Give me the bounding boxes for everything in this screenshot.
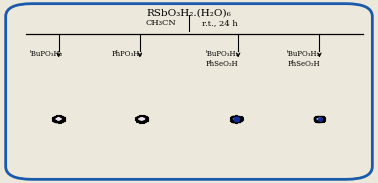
Polygon shape [139,118,141,119]
Polygon shape [141,117,143,118]
Text: ᵗBuPO₃H₂
PhSeO₂H: ᵗBuPO₃H₂ PhSeO₂H [287,50,321,68]
Polygon shape [138,118,140,119]
Polygon shape [139,119,141,120]
Polygon shape [57,118,59,119]
Polygon shape [319,119,321,120]
Polygon shape [141,117,143,118]
Polygon shape [58,119,60,120]
Polygon shape [318,119,319,120]
Polygon shape [235,118,238,119]
Polygon shape [237,119,238,120]
Polygon shape [319,117,320,118]
Polygon shape [143,118,145,119]
Polygon shape [57,118,60,119]
Polygon shape [235,117,237,118]
Text: CH₃CN: CH₃CN [145,19,176,27]
Polygon shape [60,119,61,120]
Polygon shape [140,119,143,121]
Text: PhPO₃H₂: PhPO₃H₂ [112,50,143,58]
Polygon shape [234,119,237,120]
Polygon shape [56,118,57,119]
Polygon shape [57,119,60,120]
Polygon shape [143,119,145,120]
Polygon shape [141,119,143,120]
Polygon shape [318,118,321,119]
Text: ᵗBuPO₃H₂: ᵗBuPO₃H₂ [30,50,64,58]
Polygon shape [237,118,239,119]
Text: r.t., 24 h: r.t., 24 h [202,19,238,27]
Polygon shape [57,119,59,120]
Polygon shape [59,118,61,119]
Polygon shape [142,118,144,119]
Polygon shape [144,118,145,119]
Polygon shape [236,119,239,120]
Polygon shape [142,118,144,119]
Polygon shape [140,118,143,120]
Text: RSbO₃H₂.(H₂O)₆: RSbO₃H₂.(H₂O)₆ [147,8,231,17]
Polygon shape [58,117,59,118]
Polygon shape [141,119,143,120]
Polygon shape [237,118,238,119]
FancyBboxPatch shape [6,4,372,179]
Polygon shape [319,118,321,119]
Polygon shape [140,117,142,118]
Polygon shape [58,119,60,120]
Polygon shape [57,118,59,119]
Text: ᵗBuPO₃H₂
PhSeO₂H: ᵗBuPO₃H₂ PhSeO₂H [206,50,239,68]
Polygon shape [57,118,59,119]
Polygon shape [320,118,322,119]
Polygon shape [235,120,237,121]
Polygon shape [59,118,60,119]
